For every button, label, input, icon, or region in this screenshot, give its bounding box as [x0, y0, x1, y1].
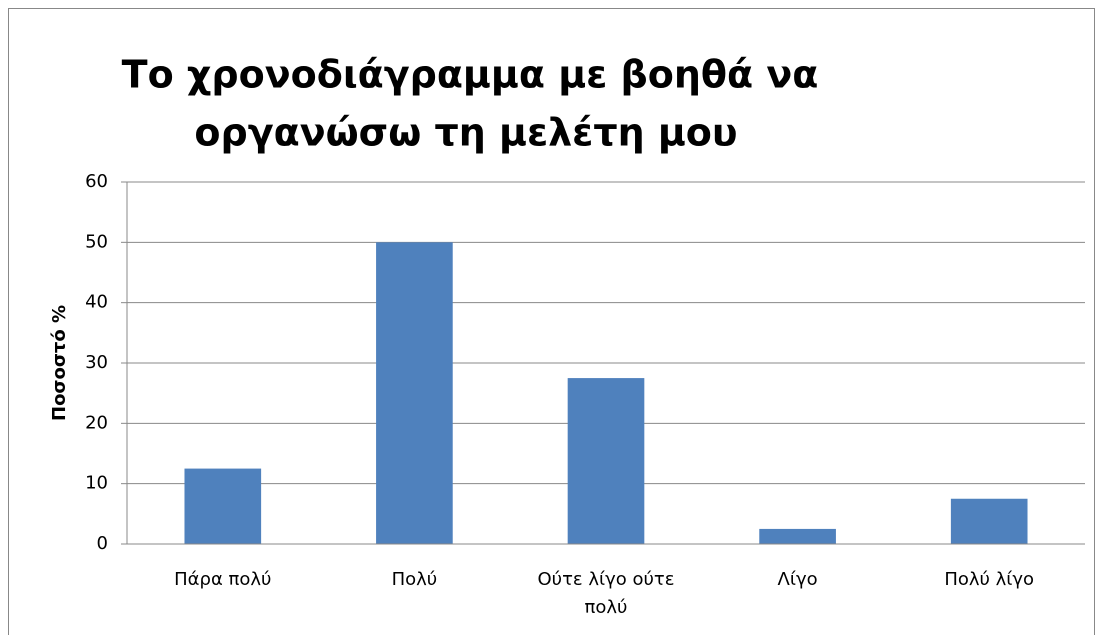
x-tick-label: Πολύ	[391, 569, 438, 590]
y-tick-label: 20	[85, 412, 108, 433]
chart-title: Το χρονοδιάγραμμα με βοηθά να	[122, 53, 819, 97]
chart-title: οργανώσω τη μελέτη μου	[194, 111, 737, 155]
y-tick-label: 10	[85, 473, 108, 494]
bar	[759, 528, 836, 544]
y-tick-label: 0	[97, 533, 108, 554]
y-tick-label: 30	[85, 352, 108, 373]
bar	[376, 242, 453, 545]
bar	[184, 468, 262, 544]
x-tick-label: Λίγο	[777, 569, 818, 590]
chart-border	[8, 8, 1095, 635]
y-tick-label: 50	[85, 231, 108, 252]
bar	[567, 378, 645, 544]
bar	[950, 498, 1028, 544]
x-tick-label: Ούτε λίγο ούτε πολύ	[537, 569, 675, 618]
y-axis-label: Ποσοστό %	[49, 305, 70, 421]
y-tick-label: 40	[85, 292, 108, 313]
y-tick-label: 60	[85, 171, 108, 192]
x-tick-label: Πολύ λίγο	[944, 569, 1035, 590]
x-tick-label: Πάρα πολύ	[174, 569, 272, 590]
